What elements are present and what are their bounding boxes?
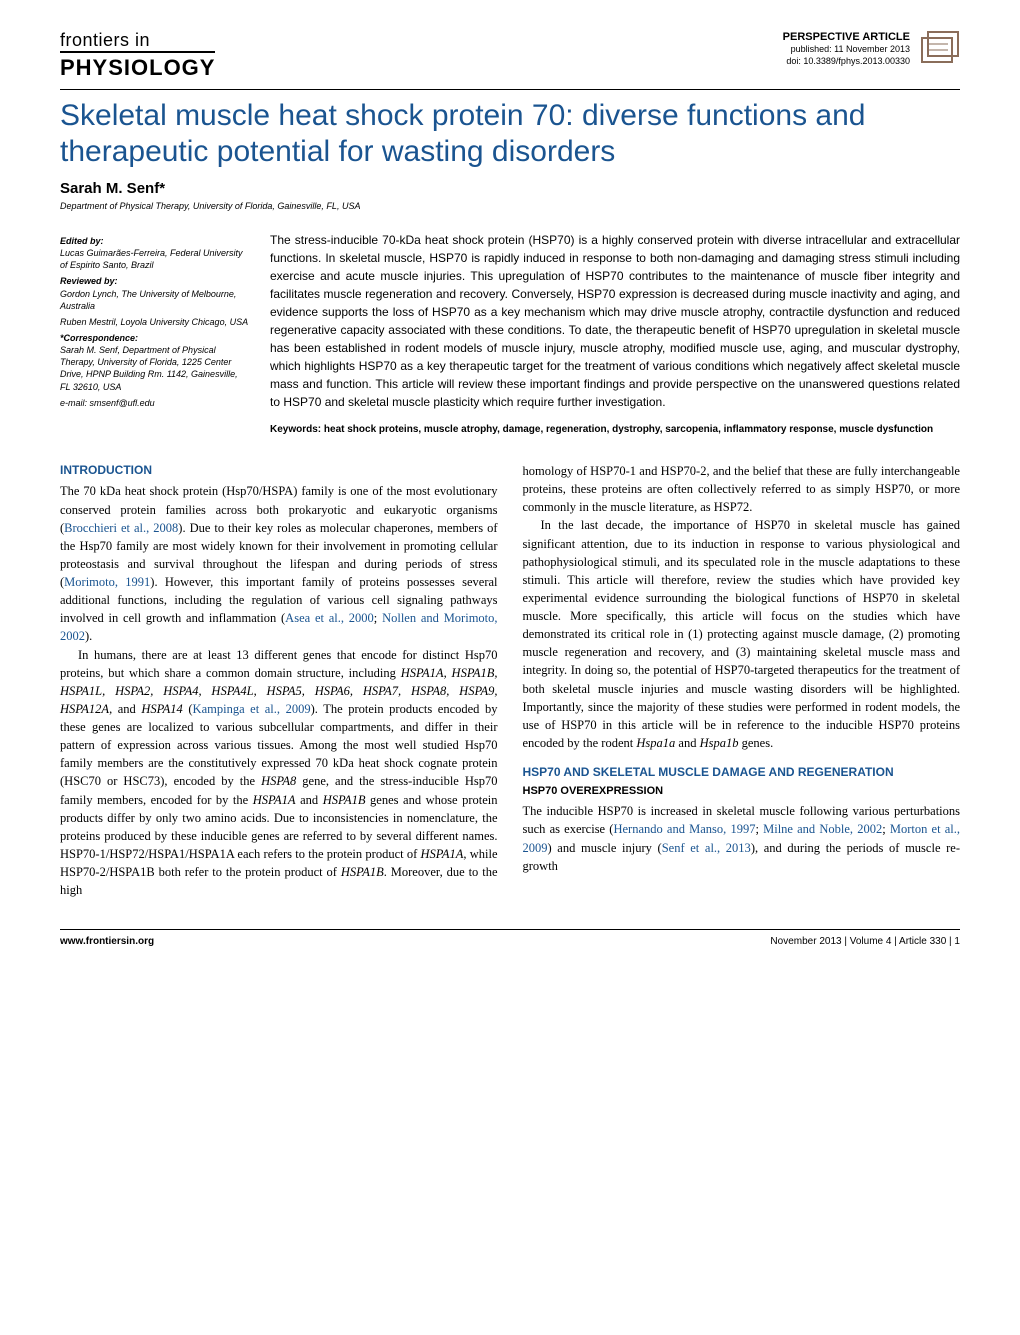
author-name: Sarah M. Senf* — [60, 180, 960, 197]
gene-hspa14: HSPA14 — [141, 702, 182, 716]
spacer — [523, 752, 961, 764]
reviewed-by-label: Reviewed by: — [60, 275, 250, 287]
article-title: Skeletal muscle heat shock protein 70: d… — [60, 98, 960, 170]
author-affiliation: Department of Physical Therapy, Universi… — [60, 201, 960, 211]
footer-url[interactable]: www.frontiersin.org — [60, 936, 154, 947]
introduction-heading: INTRODUCTION — [60, 462, 498, 479]
page-footer: www.frontiersin.org November 2013 | Volu… — [60, 929, 960, 947]
right-column: homology of HSP70-1 and HSP70-2, and the… — [523, 462, 961, 899]
abstract-text: The stress-inducible 70-kDa heat shock p… — [270, 233, 960, 409]
hsp70-damage-heading: HSP70 AND SKELETAL MUSCLE DAMAGE AND REG… — [523, 764, 961, 781]
overexp-para-1: The inducible HSP70 is increased in skel… — [523, 802, 961, 875]
ref-hernando[interactable]: Hernando and Manso, 1997 — [613, 822, 755, 836]
doi: doi: 10.3389/fphys.2013.00330 — [783, 56, 910, 68]
ref-kampinga[interactable]: Kampinga et al., 2009 — [193, 702, 311, 716]
title-rule — [60, 89, 960, 90]
gene-hspa8: HSPA8 — [261, 774, 296, 788]
reviewer-2: Ruben Mestril, Loyola University Chicago… — [60, 316, 250, 328]
abstract: The stress-inducible 70-kDa heat shock p… — [270, 231, 960, 437]
gene-rodent-hspa1a: Hspa1a — [636, 736, 675, 750]
intro-para-1: The 70 kDa heat shock protein (Hsp70/HSP… — [60, 482, 498, 645]
overexpression-heading: HSP70 OVEREXPRESSION — [523, 784, 961, 800]
ref-asea[interactable]: Asea et al., 2000 — [285, 611, 374, 625]
keywords-label: Keywords: — [270, 424, 321, 435]
reviewer-1: Gordon Lynch, The University of Melbourn… — [60, 288, 250, 312]
article-type: PERSPECTIVE ARTICLE — [783, 30, 910, 44]
frontiers-logo-icon — [920, 30, 960, 70]
intro-para-2: In humans, there are at least 13 differe… — [60, 646, 498, 900]
journal-logo: frontiers in PHYSIOLOGY — [60, 30, 215, 81]
col2-para-2: In the last decade, the importance of HS… — [523, 516, 961, 752]
ref-brocchieri[interactable]: Brocchieri et al., 2008 — [64, 521, 178, 535]
gene-hspa1b: HSPA1B — [323, 793, 366, 807]
ref-senf[interactable]: Senf et al., 2013 — [662, 841, 751, 855]
gene-hspa1b-2: HSPA1B — [341, 865, 384, 879]
edited-by-text: Lucas Guimarães-Ferreira, Federal Univer… — [60, 247, 250, 271]
page-header: frontiers in PHYSIOLOGY PERSPECTIVE ARTI… — [60, 30, 960, 81]
ref-milne[interactable]: Milne and Noble, 2002 — [763, 822, 882, 836]
left-column: INTRODUCTION The 70 kDa heat shock prote… — [60, 462, 498, 899]
published-date: published: 11 November 2013 — [783, 44, 910, 56]
footer-citation: November 2013 | Volume 4 | Article 330 |… — [770, 936, 960, 947]
gene-hspa1a-2: HSPA1A — [421, 847, 464, 861]
editorial-sidebar: Edited by: Lucas Guimarães-Ferreira, Fed… — [60, 231, 250, 437]
meta-abstract-row: Edited by: Lucas Guimarães-Ferreira, Fed… — [60, 231, 960, 437]
journal-name-top: frontiers in — [60, 30, 215, 51]
correspondence-email: e-mail: smsenf@ufl.edu — [60, 397, 250, 409]
body-columns: INTRODUCTION The 70 kDa heat shock prote… — [60, 462, 960, 899]
gene-rodent-hspa1b: Hspa1b — [700, 736, 739, 750]
journal-name-bottom: PHYSIOLOGY — [60, 51, 215, 81]
gene-hspa1a: HSPA1A — [253, 793, 296, 807]
edited-by-label: Edited by: — [60, 235, 250, 247]
correspondence-label: *Correspondence: — [60, 332, 250, 344]
keywords-list: heat shock proteins, muscle atrophy, dam… — [324, 424, 933, 435]
header-right: PERSPECTIVE ARTICLE published: 11 Novemb… — [783, 30, 960, 70]
ref-morimoto[interactable]: Morimoto, 1991 — [64, 575, 150, 589]
correspondence-text: Sarah M. Senf, Department of Physical Th… — [60, 344, 250, 393]
col2-para-1: homology of HSP70-1 and HSP70-2, and the… — [523, 462, 961, 516]
article-meta: PERSPECTIVE ARTICLE published: 11 Novemb… — [783, 30, 910, 68]
keywords-block: Keywords: heat shock proteins, muscle at… — [270, 423, 960, 437]
